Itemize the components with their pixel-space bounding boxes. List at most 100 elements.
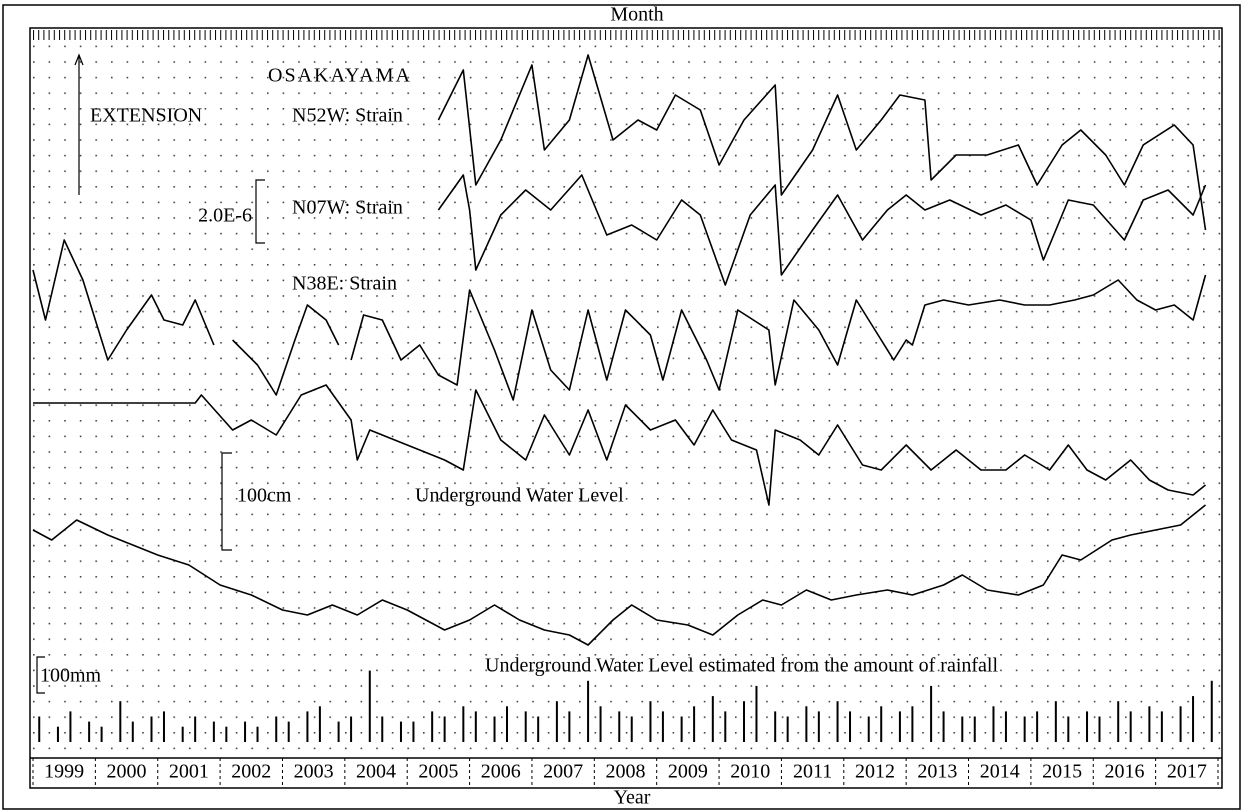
- rain-bar: [898, 711, 901, 742]
- rain-bar: [786, 716, 789, 742]
- rain-bar: [555, 701, 558, 742]
- x-tick-label: 2001: [169, 761, 209, 783]
- series-label: N07W: Strain: [292, 197, 403, 219]
- annotation: OSAKAYAMA: [268, 65, 412, 87]
- rain-bar: [755, 685, 758, 742]
- annotation: EXTENSION: [90, 105, 202, 127]
- rain-bar: [836, 701, 839, 742]
- rain-bar: [212, 721, 215, 742]
- rain-bar: [181, 726, 184, 742]
- x-tick-label: 2017: [1167, 761, 1207, 783]
- x-tick-label: 2014: [980, 761, 1020, 783]
- rain-bar: [275, 716, 278, 742]
- rain-bar: [661, 711, 664, 742]
- series-label: N52W: Strain: [292, 105, 403, 127]
- rain-bar: [867, 716, 870, 742]
- x-tick-label: 2005: [418, 761, 458, 783]
- rain-bar: [693, 706, 696, 742]
- rain-bar: [350, 716, 353, 742]
- rain-bar: [911, 706, 914, 742]
- rain-bar: [119, 701, 122, 742]
- x-tick-label: 2007: [543, 761, 583, 783]
- annotation: 2.0E-6: [198, 205, 252, 227]
- rain-bar: [431, 711, 434, 742]
- rain-bar: [711, 696, 714, 742]
- x-tick-label: 2016: [1104, 761, 1144, 783]
- x-tick-label: 2015: [1042, 761, 1082, 783]
- rain-bar: [805, 706, 808, 742]
- rain-bar: [1086, 711, 1089, 742]
- rain-bar: [399, 721, 402, 742]
- rain-bar: [599, 706, 602, 742]
- series-line: [32, 504, 1207, 646]
- rain-bar: [992, 706, 995, 742]
- x-tick-label: 2011: [793, 761, 832, 783]
- rain-bar: [194, 716, 197, 742]
- rain-bar: [88, 721, 91, 742]
- rain-bar: [1210, 680, 1213, 742]
- x-tick-label: 2013: [917, 761, 957, 783]
- rain-bar: [973, 716, 976, 742]
- rain-bar: [225, 726, 228, 742]
- rain-bar: [412, 721, 415, 742]
- rain-bar: [680, 716, 683, 742]
- rain-bar: [69, 711, 72, 742]
- x-tick-label: 2009: [668, 761, 708, 783]
- x-tick-label: 2010: [730, 761, 770, 783]
- x-tick-label: 2012: [855, 761, 895, 783]
- series-line: [437, 174, 1207, 286]
- rain-bar: [318, 706, 321, 742]
- rain-bar: [817, 711, 820, 742]
- series-label: N38E: Strain: [292, 273, 397, 295]
- rain-bar: [162, 711, 165, 742]
- series-line: [437, 54, 1207, 231]
- rain-bar: [56, 726, 59, 742]
- rain-bar: [306, 711, 309, 742]
- rain-bar: [1023, 716, 1026, 742]
- grid-dots: [31, 42, 1221, 756]
- x-tick-label: 1999: [44, 761, 84, 783]
- plot-frame: [29, 27, 1223, 789]
- rain-bar: [930, 685, 933, 742]
- rain-bar: [1192, 696, 1195, 742]
- rain-bar: [1067, 716, 1070, 742]
- top-label: Month: [610, 4, 663, 26]
- rain-bar: [381, 716, 384, 742]
- rain-bar: [443, 716, 446, 742]
- rain-bar: [337, 721, 340, 742]
- rain-bar: [462, 706, 465, 742]
- x-tick-label: 2004: [356, 761, 396, 783]
- rain-bar: [630, 716, 633, 742]
- rain-bar: [1054, 701, 1057, 742]
- rain-bar: [774, 711, 777, 742]
- rain-bar: [1160, 711, 1163, 742]
- series-line: [32, 239, 1207, 401]
- annotation: 100cm: [237, 485, 292, 507]
- rain-bar: [244, 721, 247, 742]
- rain-bar: [131, 721, 134, 742]
- rain-bar: [961, 716, 964, 742]
- rain-bar: [1117, 701, 1120, 742]
- rain-bar: [880, 706, 883, 742]
- bottom-label: Year: [614, 787, 651, 809]
- rain-bar: [287, 721, 290, 742]
- month-ticks: [31, 30, 1221, 40]
- rain-bar: [100, 726, 103, 742]
- series-label: Underground Water Level estimated from t…: [485, 655, 998, 677]
- rain-bar: [38, 716, 41, 742]
- rain-bar: [1179, 706, 1182, 742]
- x-tick-label: 2000: [107, 761, 147, 783]
- x-tick-label: 2002: [231, 761, 271, 783]
- rain-bar: [849, 711, 852, 742]
- series-line: [33, 384, 1207, 506]
- rain-bar: [618, 711, 621, 742]
- rain-bar: [150, 716, 153, 742]
- rain-bar: [587, 680, 590, 742]
- rain-bar: [368, 670, 371, 742]
- x-tick-label: 2008: [606, 761, 646, 783]
- x-tick-label: 2006: [481, 761, 521, 783]
- rain-bar: [493, 716, 496, 742]
- rain-bar: [1004, 711, 1007, 742]
- rain-bar: [1098, 716, 1101, 742]
